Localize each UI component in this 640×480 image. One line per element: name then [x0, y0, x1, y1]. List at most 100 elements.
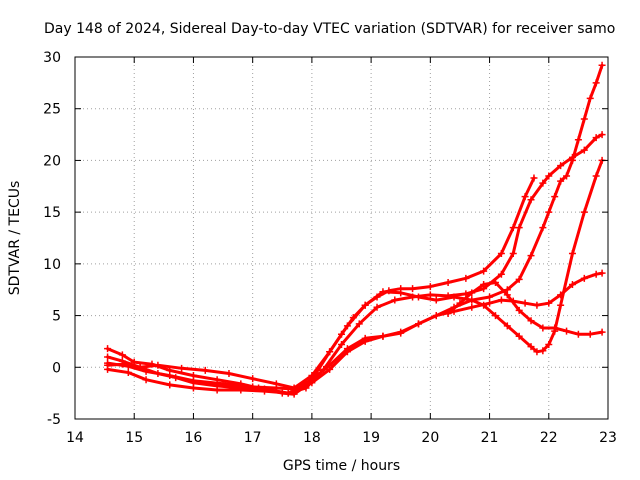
data-point-marker: [444, 278, 452, 286]
series-line-3: [106, 63, 604, 391]
data-point-marker: [308, 372, 316, 380]
data-point-marker: [557, 162, 565, 170]
data-point-marker: [136, 363, 144, 371]
y-tick-label: 30: [43, 50, 61, 66]
y-tick-label: 5: [52, 309, 61, 325]
data-point-marker: [432, 312, 440, 320]
data-point-marker: [530, 174, 538, 182]
data-point-marker: [545, 341, 553, 349]
data-point-marker: [563, 172, 571, 180]
data-point-marker: [361, 301, 369, 309]
data-point-marker: [527, 196, 535, 204]
data-point-marker: [574, 330, 582, 338]
data-point-marker: [225, 369, 233, 377]
data-point-marker: [456, 299, 464, 307]
data-point-marker: [397, 289, 405, 297]
y-tick-label: 10: [43, 257, 61, 273]
data-point-marker: [124, 368, 132, 376]
x-tick-label: 18: [303, 430, 321, 446]
data-point-marker: [290, 384, 298, 392]
data-point-marker: [527, 252, 535, 260]
data-point-marker: [450, 293, 458, 301]
data-point-marker: [592, 134, 600, 142]
series-line-4: [106, 271, 604, 395]
data-point-marker: [592, 172, 600, 180]
data-point-marker: [104, 353, 112, 361]
data-point-marker: [521, 193, 529, 201]
data-point-marker: [284, 389, 292, 397]
data-point-marker: [104, 345, 112, 353]
data-point-marker: [598, 269, 606, 277]
data-point-marker: [361, 337, 369, 345]
data-point-marker: [515, 275, 523, 283]
y-tick-label: 20: [43, 153, 61, 169]
data-point-marker: [580, 115, 588, 123]
x-tick-label: 14: [66, 430, 84, 446]
data-point-marker: [326, 365, 334, 373]
data-point-marker: [468, 289, 476, 297]
data-point-marker: [539, 224, 547, 232]
data-point-marker: [432, 296, 440, 304]
x-tick-label: 20: [421, 430, 439, 446]
data-point-marker: [545, 172, 553, 180]
axis-ticks: 14 15 16 17 18 19 20 21 22 23 -5 0 5 10 15 20 25 30: [43, 50, 617, 446]
x-tick-label: 21: [481, 430, 499, 446]
data-point-marker: [166, 372, 174, 380]
data-point-marker: [308, 379, 316, 387]
data-point-marker: [515, 224, 523, 232]
plot-frame: [74, 56, 609, 420]
data-point-marker: [521, 299, 529, 307]
data-point-marker: [480, 267, 488, 275]
data-point-marker: [426, 291, 434, 299]
data-point-marker: [545, 208, 553, 216]
series-line-2: [106, 133, 604, 395]
data-point-marker: [201, 366, 209, 374]
data-point-marker: [491, 312, 499, 320]
data-point-marker: [462, 274, 470, 282]
data-point-marker: [515, 306, 523, 314]
data-point-marker: [355, 320, 363, 328]
data-point-marker: [468, 303, 476, 311]
data-point-marker: [557, 177, 565, 185]
data-point-marker: [213, 386, 221, 394]
series-line-5: [106, 158, 604, 390]
data-point-marker: [539, 324, 547, 332]
data-point-marker: [580, 146, 588, 154]
data-point-marker: [580, 208, 588, 216]
data-point-marker: [444, 310, 452, 318]
data-point-marker: [563, 327, 571, 335]
data-point-marker: [397, 328, 405, 336]
data-point-marker: [118, 351, 126, 359]
data-point-marker: [592, 270, 600, 278]
data-point-marker: [480, 281, 488, 289]
data-point-marker: [237, 386, 245, 394]
y-axis-label: SDTVAR / TECUs: [7, 181, 23, 296]
data-point-marker: [568, 281, 576, 289]
data-point-marker: [166, 381, 174, 389]
data-point-marker: [272, 380, 280, 388]
data-point-marker: [527, 343, 535, 351]
data-point-marker: [586, 330, 594, 338]
data-point-marker: [379, 332, 387, 340]
data-point-marker: [598, 131, 606, 139]
data-point-marker: [391, 296, 399, 304]
x-axis-label: GPS time / hours: [283, 458, 400, 474]
data-point-marker: [539, 179, 547, 187]
data-point-marker: [568, 250, 576, 258]
data-point-marker: [343, 322, 351, 330]
data-point-marker: [414, 293, 422, 301]
data-point-marker: [486, 299, 494, 307]
data-point-marker: [142, 376, 150, 384]
data-point-marker: [373, 303, 381, 311]
data-point-marker: [509, 250, 517, 258]
data-point-marker: [586, 94, 594, 102]
data-point-marker: [539, 347, 547, 355]
data-point-marker: [580, 274, 588, 282]
data-point-marker: [497, 250, 505, 258]
x-tick-label: 23: [599, 430, 617, 446]
data-point-marker: [414, 320, 422, 328]
data-point-marker: [574, 136, 582, 144]
data-point-marker: [189, 384, 197, 392]
data-point-marker: [497, 296, 505, 304]
data-point-marker: [326, 348, 334, 356]
